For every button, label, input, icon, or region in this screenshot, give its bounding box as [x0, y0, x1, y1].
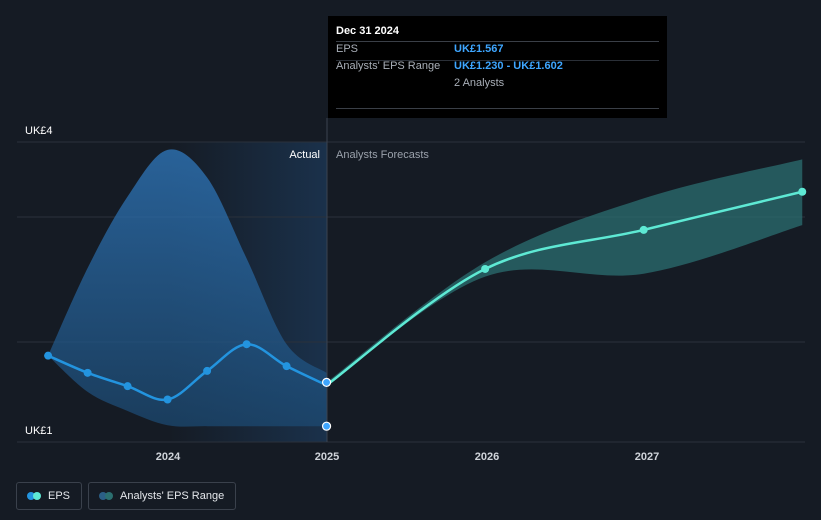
legend-eps-label: EPS — [48, 490, 71, 502]
y-tick-label: UK£4 — [25, 125, 53, 137]
tooltip-row-divider — [336, 60, 659, 61]
eps-actual-point — [123, 382, 132, 391]
forecast-label: Analysts Forecasts — [336, 149, 429, 161]
tooltip-range-label: Analysts' EPS Range — [336, 60, 441, 72]
tooltip: Dec 31 2024 EPS UK£1.567 Analysts' EPS R… — [328, 16, 667, 118]
x-tick-label: 2024 — [156, 451, 181, 463]
actual-label: Actual — [289, 149, 320, 161]
legend: EPS Analysts' EPS Range — [16, 482, 237, 510]
x-tick-label: 2026 — [475, 451, 499, 463]
hover-marker — [321, 377, 332, 387]
tooltip-eps-label: EPS — [336, 43, 359, 55]
tooltip-analysts-row: 2 Analysts — [336, 77, 659, 93]
eps-actual-point — [163, 395, 172, 404]
legend-item-eps[interactable]: EPS — [16, 482, 83, 510]
eps-forecast-point — [798, 187, 807, 196]
tooltip-eps-value: UK£1.567 — [454, 43, 504, 55]
eps-swatch-icon — [27, 492, 41, 500]
x-tick-label: 2025 — [315, 451, 339, 463]
legend-item-range[interactable]: Analysts' EPS Range — [88, 482, 237, 510]
tooltip-range-row: Analysts' EPS Range UK£1.230 - UK£1.602 — [336, 60, 659, 76]
eps-forecast-line — [325, 190, 803, 387]
range-swatch-icon — [99, 492, 114, 500]
tooltip-range-value: UK£1.230 - UK£1.602 — [454, 60, 563, 72]
tooltip-eps-row: EPS UK£1.567 — [336, 43, 659, 59]
x-tick-label: 2027 — [635, 451, 659, 463]
forecast-range-band — [326, 159, 803, 386]
eps-actual-point — [242, 340, 251, 349]
y-tick-label: UK£1 — [25, 425, 53, 437]
eps-forecast-point — [481, 264, 490, 273]
eps-forecast-point — [639, 225, 648, 234]
hover-marker — [321, 421, 332, 431]
tooltip-date: Dec 31 2024 — [336, 25, 399, 37]
eps-actual-point — [203, 366, 212, 375]
eps-actual-point — [282, 362, 291, 371]
actual-range-area — [48, 149, 327, 427]
tooltip-divider — [336, 41, 659, 42]
eps-actual-point — [44, 351, 53, 360]
legend-range-label: Analysts' EPS Range — [120, 490, 225, 502]
tooltip-bottom-divider — [336, 108, 659, 109]
eps-actual-point — [83, 368, 92, 377]
tooltip-analysts-count: 2 Analysts — [454, 77, 505, 89]
